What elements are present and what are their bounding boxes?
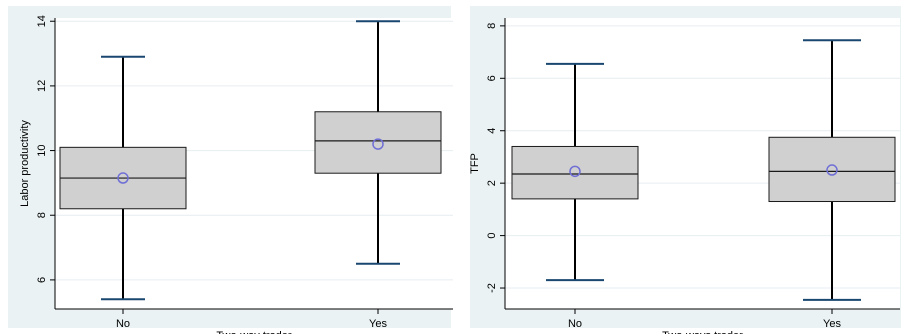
iqr-box: [314, 111, 442, 174]
x-tick-label: Yes: [369, 318, 387, 330]
y-tick-label: 2: [486, 180, 498, 186]
mean-marker: [372, 138, 384, 150]
y-axis-title: TFP: [469, 153, 481, 174]
mean-marker: [826, 164, 838, 176]
y-tick-label: 0: [486, 233, 498, 239]
mean-marker: [117, 172, 129, 184]
box-no: [59, 55, 187, 301]
mean-marker: [569, 165, 581, 178]
x-axis-title: Two-way trader: [216, 330, 292, 334]
x-tick-label: No: [568, 318, 582, 330]
iqr-box: [511, 145, 639, 200]
y-tick-label: 6: [486, 75, 498, 81]
box-yes: [314, 20, 442, 265]
box-no: [511, 62, 639, 282]
y-tick-label: 4: [486, 128, 498, 134]
y-tick-label: 8: [36, 212, 48, 218]
y-tick-label: 6: [36, 277, 48, 283]
x-axis-title: Two-ways trader: [662, 330, 743, 334]
panel-tfp: -2 0 2 4 6 8 TFP No Yes Two-ways trader: [469, 6, 901, 334]
iqr-box: [768, 136, 896, 203]
y-tick-label: 8: [486, 23, 498, 29]
y-tick-label: 12: [36, 80, 48, 92]
y-tick-label: 14: [36, 15, 48, 27]
box-yes: [768, 39, 896, 301]
y-tick-label: -2: [486, 283, 498, 293]
x-tick-label: No: [116, 318, 130, 330]
y-axis-title: Labor productivity: [19, 120, 31, 207]
y-tick-label: 10: [36, 144, 48, 156]
panel-labor-productivity: 6 8 10 12 14 Labor productivity No Yes Two-way t…: [8, 6, 453, 334]
x-tick-label: Yes: [823, 318, 841, 330]
